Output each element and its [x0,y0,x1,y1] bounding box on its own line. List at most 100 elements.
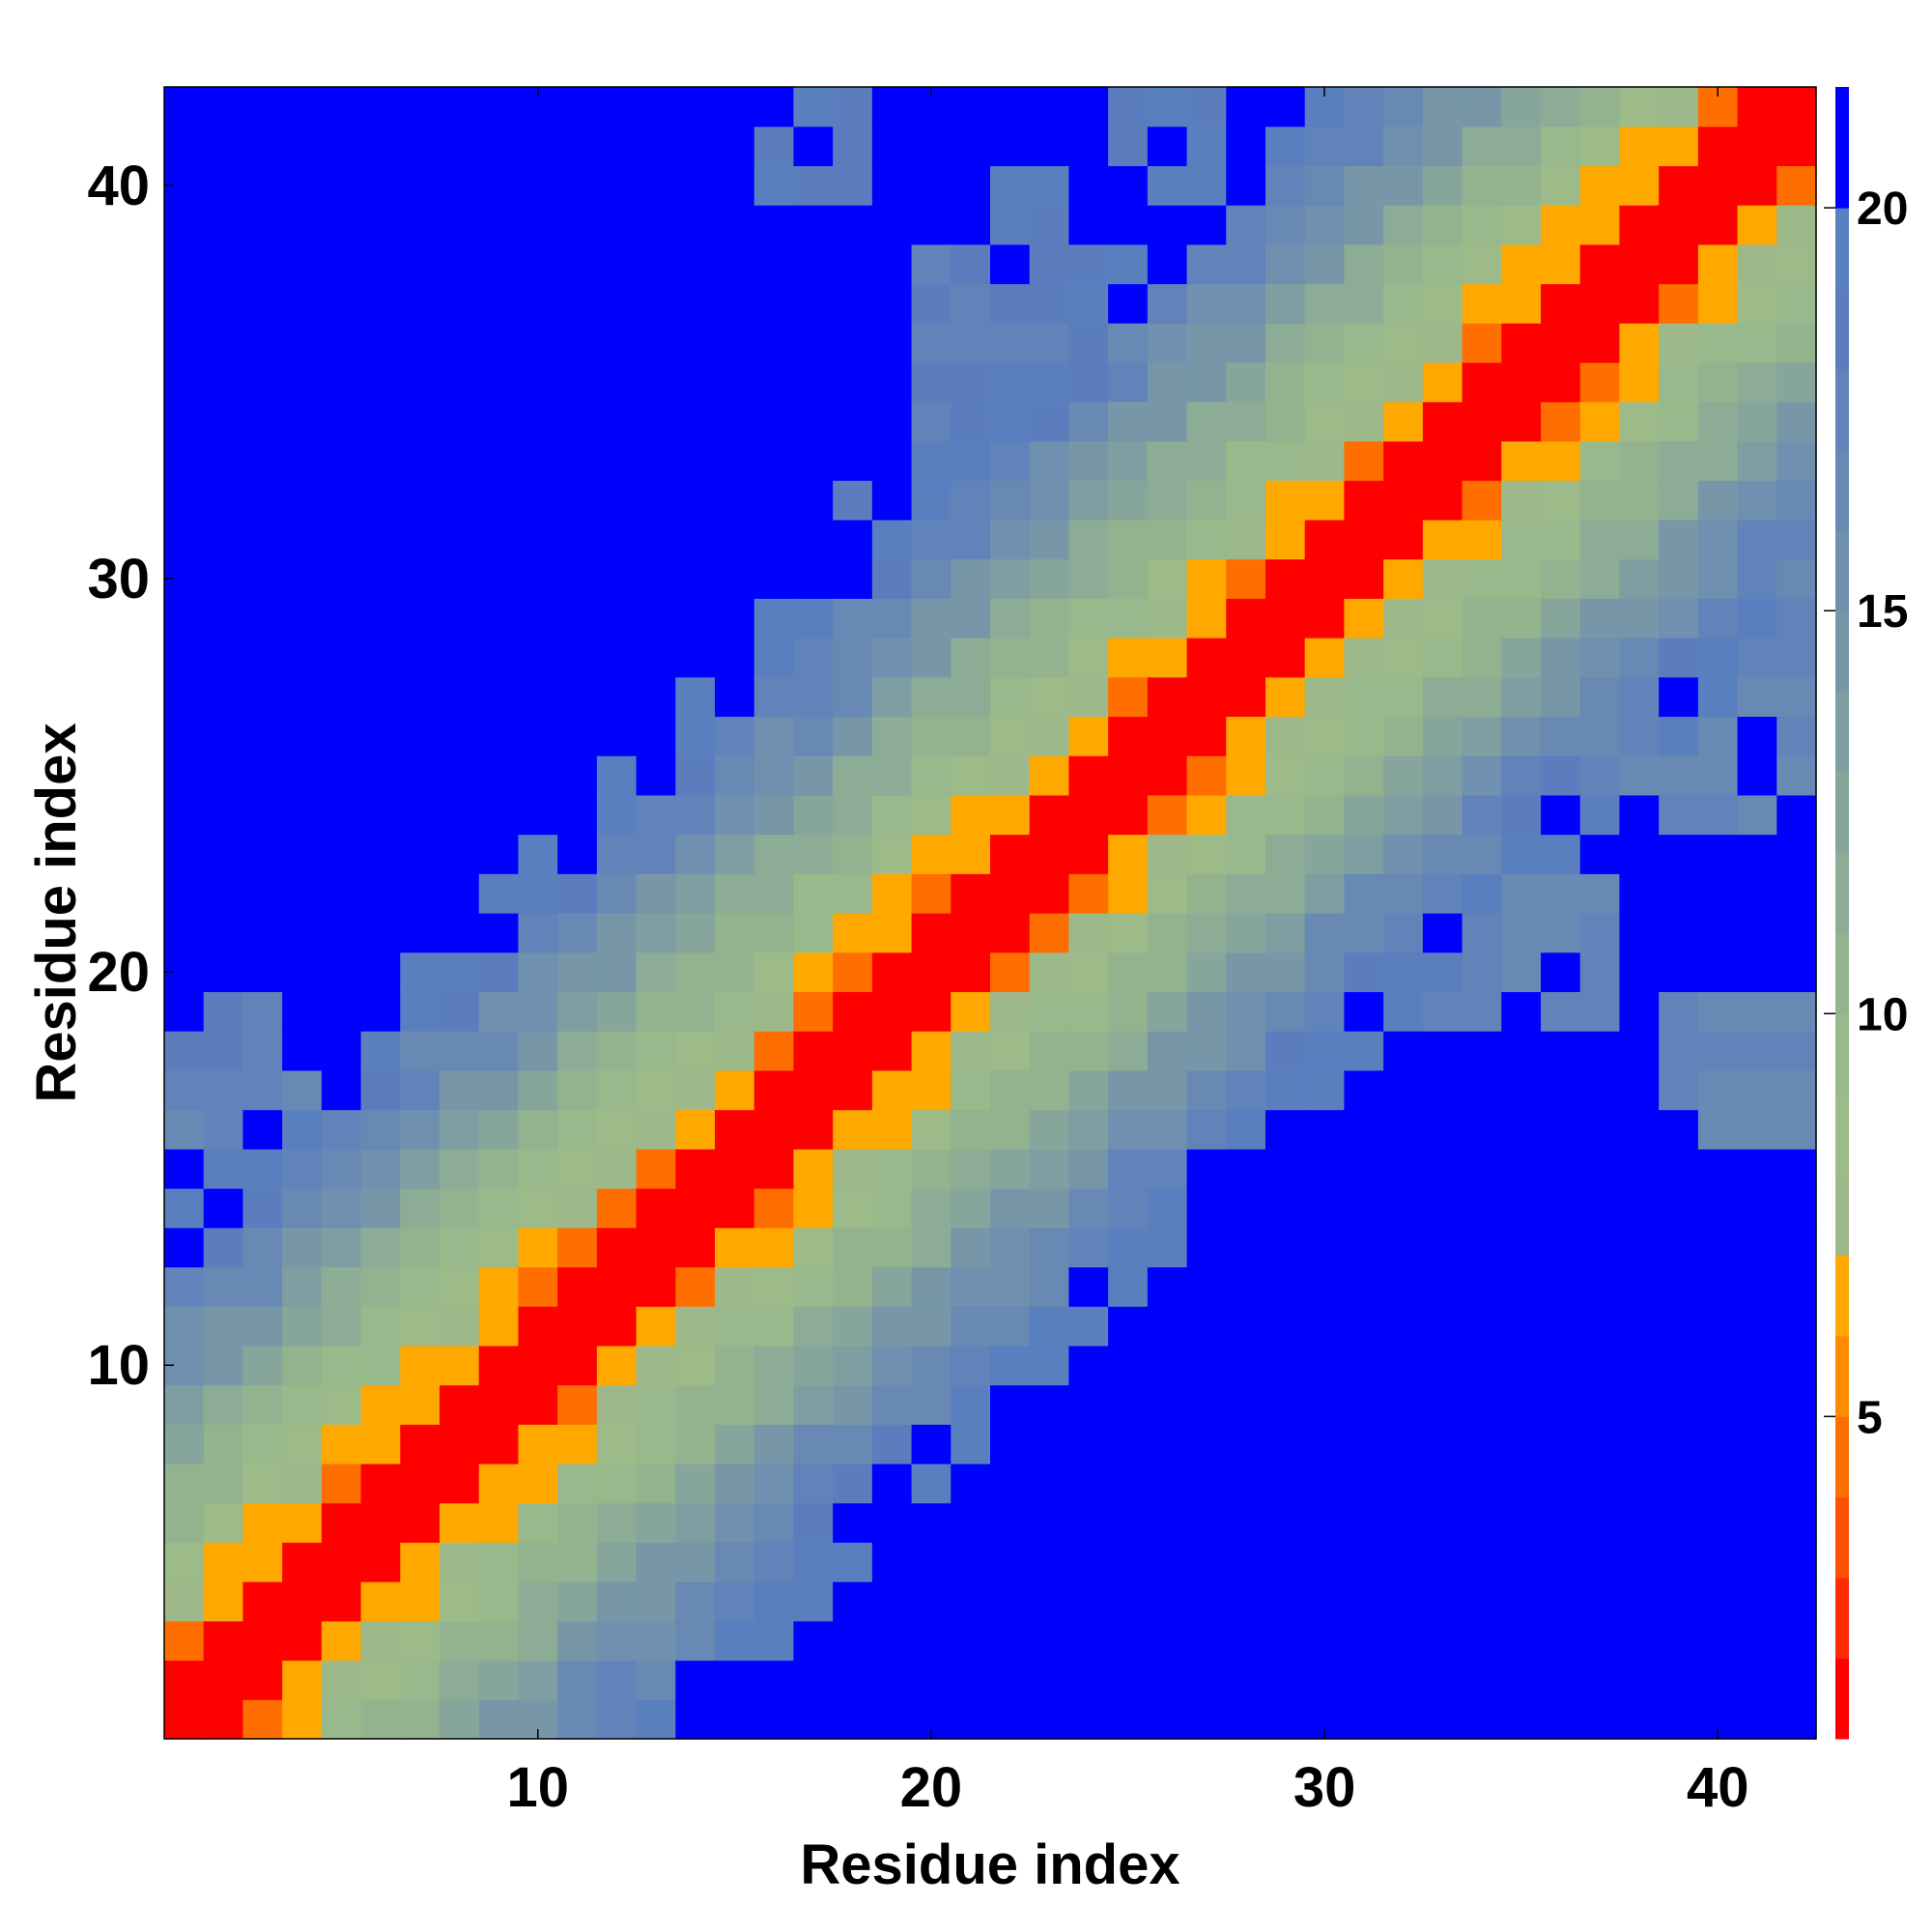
heatmap-cell [911,676,952,718]
heatmap-cell [557,480,598,521]
heatmap-cell [400,243,440,285]
heatmap-cell [1186,283,1227,324]
heatmap-cell [321,1109,362,1150]
heatmap-cell [1422,126,1463,167]
heatmap-cell [282,1227,323,1268]
heatmap-cell [715,716,755,756]
heatmap-cell [1226,362,1266,403]
heatmap-cell [1226,126,1266,167]
heatmap-cell [1147,1188,1188,1229]
heatmap-cell [1776,1069,1817,1111]
heatmap-cell [478,1581,520,1622]
heatmap-cell [518,480,558,521]
heatmap-cell [518,676,558,718]
heatmap-cell [440,126,480,167]
heatmap-cell [596,519,638,560]
heatmap-cell [242,952,283,993]
heatmap-cell [1579,87,1621,128]
heatmap-cell [242,1306,283,1347]
heatmap-cell [1501,716,1542,756]
heatmap-cell [675,1149,716,1189]
heatmap-cell [871,243,913,285]
heatmap-cell [518,1581,558,1622]
heatmap-cell [1501,1581,1542,1622]
heatmap-cell [1108,205,1149,245]
heatmap-cell [793,519,834,560]
heatmap-cell [753,1502,795,1544]
heatmap-cell [793,598,834,639]
heatmap-cell [990,480,1031,521]
heatmap-cell [1226,873,1266,914]
heatmap-cell [1108,519,1149,560]
heatmap-cell [596,1109,638,1150]
heatmap-cell [636,1188,676,1229]
heatmap-cell [715,794,755,836]
heatmap-cell [990,1699,1031,1740]
heatmap-cell [1659,401,1699,442]
heatmap-cell [871,1306,913,1347]
heatmap-cell [636,558,676,599]
heatmap-cell [636,755,676,796]
heatmap-cell [833,1031,873,1071]
heatmap-cell [1422,558,1463,599]
heatmap-cell [1108,1306,1149,1347]
heatmap-cell [951,755,991,796]
heatmap-cell [1659,440,1699,481]
colorbar-tick-label: 15 [1857,586,1908,638]
heatmap-cell [1462,834,1502,874]
heatmap-cell [1068,1463,1109,1504]
heatmap-cell [1422,794,1463,836]
heatmap-cell [1659,794,1699,836]
heatmap-cell [1659,1149,1699,1189]
heatmap-cell [1776,1306,1817,1347]
heatmap-cell [715,1345,755,1386]
heatmap-cell [1541,755,1581,796]
heatmap-cell [557,1227,598,1268]
heatmap-cell [1579,598,1621,639]
heatmap-cell [242,87,283,128]
heatmap-cell [833,598,873,639]
heatmap-cell [1776,440,1817,481]
heatmap-cell [1265,205,1306,245]
heatmap-cell [715,87,755,128]
heatmap-cell [242,755,283,796]
heatmap-cell [1147,873,1188,914]
heatmap-cell [400,952,440,993]
heatmap-cell [518,1660,558,1700]
heatmap-cell [282,1069,323,1111]
heatmap-cell [1659,165,1699,206]
heatmap-cell [951,1031,991,1071]
colorbar-segment [1835,208,1849,290]
heatmap-cell [990,1542,1031,1582]
heatmap-cell [360,1620,401,1662]
heatmap-cell [1068,873,1109,914]
heatmap-cell [1186,1069,1227,1111]
colorbar-tick-label: 5 [1857,1392,1883,1443]
heatmap-cell [990,362,1031,403]
heatmap-cell [1265,991,1306,1032]
heatmap-cell [636,1502,676,1544]
heatmap-cell [951,519,991,560]
heatmap-cell [990,1620,1031,1662]
heatmap-cell [1659,598,1699,639]
heatmap-cell [1383,794,1424,836]
heatmap-cell [990,1069,1031,1111]
heatmap-cell [1383,323,1424,363]
heatmap-cell [1579,126,1621,167]
heatmap-cell [1659,952,1699,993]
heatmap-cell [1697,1306,1739,1347]
heatmap-cell [282,558,323,599]
heatmap-cell [1619,676,1660,718]
heatmap-cell [518,1424,558,1464]
heatmap-cell [1304,1266,1346,1307]
heatmap-cell [1619,1345,1660,1386]
heatmap-cell [1029,558,1070,599]
heatmap-cell [164,794,205,836]
heatmap-cell [1697,1502,1739,1544]
heatmap-cell [990,519,1031,560]
heatmap-cell [1344,401,1384,442]
heatmap-cell [1619,1542,1660,1582]
heatmap-cell [203,558,244,599]
colorbar-segment [1835,87,1849,209]
heatmap-cell [793,165,834,206]
